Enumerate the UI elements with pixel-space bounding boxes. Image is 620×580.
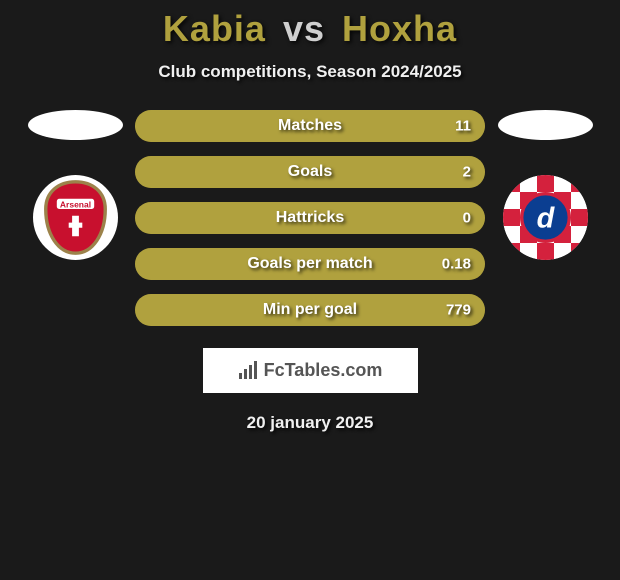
stat-label: Goals per match: [135, 255, 485, 273]
stat-value: 779: [446, 302, 471, 319]
stat-label: Hattricks: [135, 209, 485, 227]
right-side: d: [485, 110, 605, 260]
club-crest-right: d: [503, 175, 588, 260]
player2-photo-placeholder: [498, 110, 593, 140]
stat-row-hattricks: Hattricks 0: [135, 202, 485, 234]
brand-text: FcTables.com: [264, 360, 383, 381]
svg-text:Arsenal: Arsenal: [59, 199, 90, 209]
stat-label: Goals: [135, 163, 485, 181]
stat-row-gpm: Goals per match 0.18: [135, 248, 485, 280]
club-crest-left: Arsenal: [33, 175, 118, 260]
subtitle: Club competitions, Season 2024/2025: [0, 62, 620, 82]
date: 20 january 2025: [0, 413, 620, 433]
stat-label: Min per goal: [135, 301, 485, 319]
page-title: Kabia vs Hoxha: [0, 8, 620, 50]
stat-row-goals: Goals 2: [135, 156, 485, 188]
stat-row-mpg: Min per goal 779: [135, 294, 485, 326]
brand-box[interactable]: FcTables.com: [203, 348, 418, 393]
left-side: Arsenal: [15, 110, 135, 260]
arsenal-crest-icon: Arsenal: [33, 175, 118, 260]
player1-photo-placeholder: [28, 110, 123, 140]
svg-text:d: d: [536, 203, 555, 235]
stats-column: Matches 11 Goals 2 Hattricks 0 Goals per…: [135, 110, 485, 326]
stat-row-matches: Matches 11: [135, 110, 485, 142]
stat-value: 0.18: [442, 256, 471, 273]
vs-text: vs: [283, 8, 325, 49]
content-row: Arsenal Matches 11 Goals 2 Hattri: [0, 110, 620, 326]
player2-name: Hoxha: [342, 8, 457, 49]
stat-value: 2: [463, 164, 471, 181]
player1-name: Kabia: [163, 8, 266, 49]
stat-label: Matches: [135, 117, 485, 135]
dinamo-crest-icon: d: [503, 175, 588, 260]
stat-value: 11: [455, 118, 471, 135]
stat-value: 0: [463, 210, 471, 227]
chart-bars-icon: [238, 361, 258, 381]
